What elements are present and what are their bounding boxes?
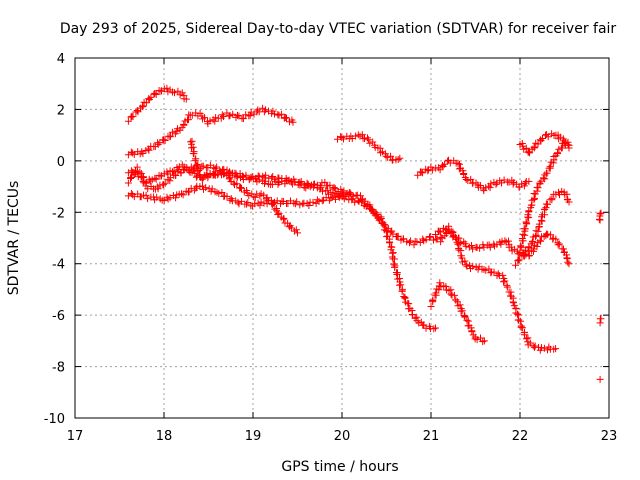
x-tick-label: 23 — [601, 429, 618, 444]
x-tick-label: 18 — [156, 429, 173, 444]
x-tick-label: 17 — [67, 429, 84, 444]
x-tick-label: 19 — [245, 429, 262, 444]
x-tick-label: 20 — [334, 429, 351, 444]
series-s5 — [124, 182, 439, 333]
y-axis-label: SDTVAR / TECUs — [6, 181, 22, 296]
y-tick-label: 4 — [57, 52, 65, 67]
series-s12 — [516, 139, 573, 256]
y-tick-label: 0 — [57, 155, 65, 170]
series-s14 — [595, 209, 605, 383]
series-s7 — [334, 131, 404, 164]
series-markers — [124, 161, 355, 200]
series-markers — [427, 279, 488, 346]
series-s9 — [427, 279, 488, 346]
series-s4 — [124, 161, 355, 200]
x-tick-label: 22 — [512, 429, 529, 444]
series-s2 — [124, 104, 297, 159]
series-markers — [124, 84, 190, 125]
x-axis-label: GPS time / hours — [281, 459, 398, 475]
x-tick-label: 21 — [423, 429, 440, 444]
plot-frame — [74, 57, 610, 419]
y-tick-label: -8 — [52, 361, 65, 376]
series-s10 — [432, 222, 560, 354]
series-markers — [432, 222, 560, 354]
series-s13 — [512, 187, 573, 269]
chart-title: Day 293 of 2025, Sidereal Day-to-day VTE… — [60, 21, 617, 37]
series-markers — [512, 187, 573, 269]
series-markers — [595, 209, 605, 383]
series-s8 — [414, 156, 533, 195]
series-markers — [124, 182, 439, 333]
y-tick-label: -10 — [44, 412, 65, 427]
grid — [75, 58, 609, 418]
series-markers — [124, 104, 297, 159]
y-tick-label: -4 — [52, 258, 65, 273]
data-points — [124, 84, 605, 383]
y-tick-label: 2 — [57, 103, 65, 118]
y-tick-label: -6 — [52, 309, 65, 324]
y-tick-label: -2 — [52, 206, 65, 221]
series-markers — [414, 156, 533, 195]
series-markers — [334, 131, 404, 164]
series-s1 — [124, 84, 190, 125]
series-markers — [516, 139, 573, 256]
